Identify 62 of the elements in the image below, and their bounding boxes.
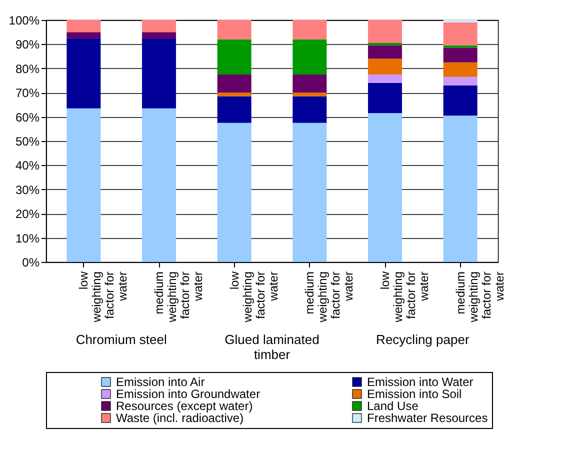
bar: [368, 82, 402, 114]
bar: [443, 85, 478, 116]
bar: [368, 74, 402, 83]
x-tick-label: medium weighting factor for water: [453, 271, 506, 324]
bar: [443, 76, 478, 86]
bar: [292, 92, 327, 96]
bar: [292, 122, 327, 262]
bar: [443, 62, 478, 77]
text: Glued laminated timber: [224, 332, 320, 362]
bar: [217, 92, 252, 96]
bar: [217, 122, 252, 262]
x-tick-label: medium weighting factor for water: [302, 271, 356, 324]
bar: [66, 38, 101, 108]
legend-label: Emission into Air: [116, 375, 205, 389]
bar: [66, 20, 101, 32]
bar: [142, 38, 176, 108]
y-tick-label: 20%: [15, 207, 40, 222]
bar: [217, 74, 252, 93]
legend-label: Resources (except water): [116, 399, 253, 413]
y-tick-label: 80%: [15, 62, 40, 76]
bar: [368, 113, 402, 262]
x-tick-label: low weighting factor for water: [227, 271, 280, 324]
legend-label: Waste (incl. radioactive): [116, 411, 244, 425]
bar: [142, 108, 176, 262]
bar: [443, 116, 478, 262]
y-tick-label: 70%: [15, 86, 40, 100]
bar: [142, 32, 176, 38]
y-tick-label: 0%: [22, 256, 40, 270]
y-tick-label: 10%: [15, 231, 40, 246]
bar: [292, 74, 327, 93]
text: Recycling paper: [376, 332, 470, 347]
y-tick-label: 90%: [15, 38, 40, 52]
bar: [66, 32, 101, 38]
bar: [217, 39, 252, 74]
bar: [66, 108, 101, 262]
y-tick-label: 40%: [15, 158, 40, 173]
legend-label: Emission into Soil: [367, 387, 462, 401]
x-tick-label: low weighting factor for water: [76, 271, 130, 324]
legend-label: Emission into Water: [367, 375, 474, 389]
bar: [443, 45, 478, 48]
bar: [292, 20, 327, 40]
legend-label: Freshwater Resources: [367, 411, 488, 425]
x-tick-label: low weighting factor for water: [378, 271, 431, 324]
bar: [368, 58, 402, 74]
y-tick-label: 30%: [15, 182, 40, 197]
x-tick-label: medium weighting factor for water: [152, 271, 205, 324]
bar: [368, 42, 402, 46]
y-tick-label: 50%: [15, 134, 40, 148]
legend-label: Land Use: [367, 399, 419, 413]
bar: [142, 20, 176, 32]
bar: [217, 20, 252, 40]
text: Chromium steel: [76, 332, 167, 347]
bar: [443, 22, 478, 46]
bar: [292, 39, 327, 74]
bar: [292, 96, 327, 123]
bar: [443, 48, 478, 62]
bar: [368, 20, 402, 43]
legend-label: Emission into Groundwater: [116, 387, 260, 401]
y-tick-label: 100%: [8, 14, 40, 28]
y-tick-label: 60%: [15, 110, 40, 124]
bar: [217, 96, 252, 123]
bar: [368, 45, 402, 59]
